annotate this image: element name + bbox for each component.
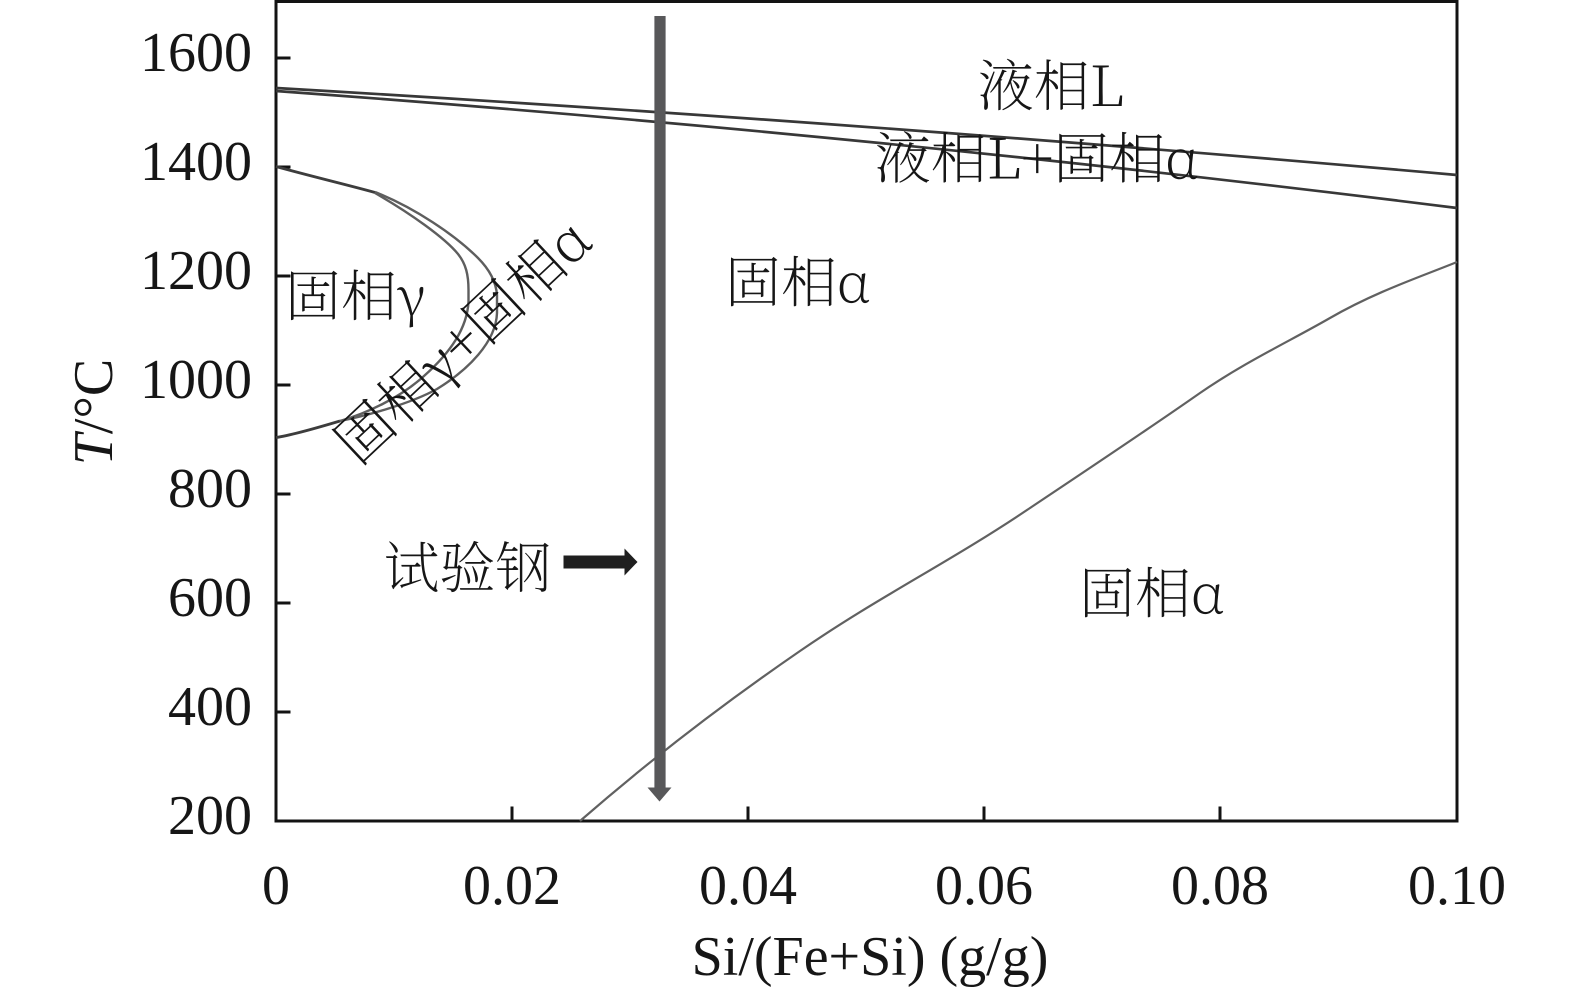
svg-text:1200: 1200: [140, 240, 252, 302]
svg-text:T/°C: T/°C: [63, 359, 125, 465]
svg-text:0.02: 0.02: [463, 855, 561, 917]
svg-text:Si/(Fe+Si) (g/g): Si/(Fe+Si) (g/g): [692, 926, 1049, 988]
svg-text:0.06: 0.06: [935, 855, 1033, 917]
svg-text:1000: 1000: [140, 349, 252, 411]
svg-text:0: 0: [262, 855, 290, 917]
svg-text:1400: 1400: [140, 131, 252, 193]
svg-text:600: 600: [168, 567, 252, 629]
svg-text:1600: 1600: [140, 22, 252, 84]
svg-text:800: 800: [168, 458, 252, 520]
svg-text:0.04: 0.04: [699, 855, 797, 917]
svg-text:400: 400: [168, 676, 252, 738]
svg-text:0.10: 0.10: [1408, 855, 1506, 917]
svg-text:0.08: 0.08: [1171, 855, 1269, 917]
svg-text:200: 200: [168, 785, 252, 847]
